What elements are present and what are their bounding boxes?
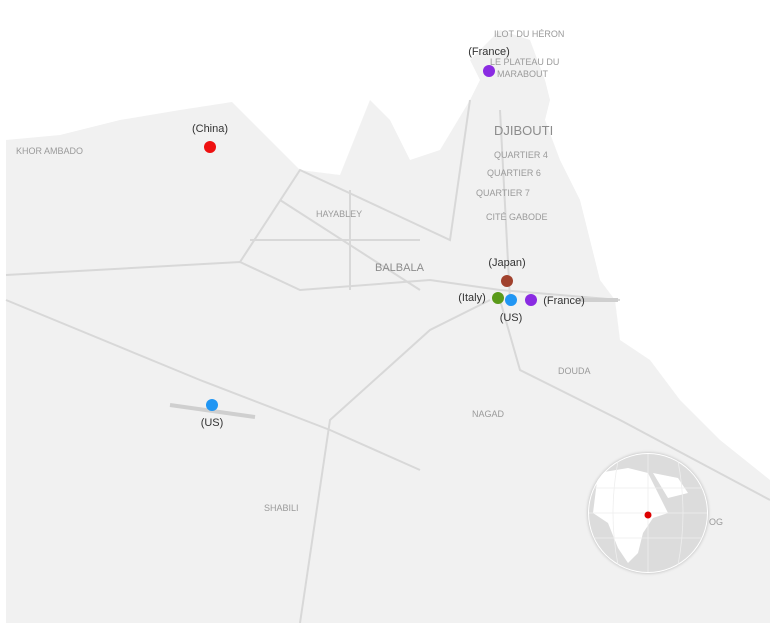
marker-us-city[interactable] <box>505 294 517 306</box>
marker-china[interactable] <box>204 141 216 153</box>
locator-globe <box>588 453 708 573</box>
place-marabout: MARABOUT <box>497 69 549 79</box>
place-shabili: SHABILI <box>264 503 299 513</box>
marker-france-south[interactable] <box>525 294 537 306</box>
place-balbala: BALBALA <box>375 262 424 274</box>
marker-france-north[interactable] <box>483 65 495 77</box>
place-hayabley: HAYABLEY <box>316 209 363 219</box>
marker-japan[interactable] <box>501 275 513 287</box>
place-djibouti: DJIBOUTI <box>494 123 554 138</box>
place-khor-ambado: KHOR AMBADO <box>16 146 84 156</box>
marker-label: (US) <box>200 417 224 429</box>
marker-italy[interactable] <box>492 292 504 304</box>
marker-label: (France) <box>543 295 585 307</box>
place-cite-gabode: CITÉ GABODE <box>486 212 548 222</box>
place-og: OG <box>709 517 724 527</box>
land-area <box>6 30 770 623</box>
globe-location-dot <box>644 511 652 519</box>
place-le-plateau: LE PLATEAU DU <box>490 57 560 67</box>
marker-label: (France) <box>468 46 510 58</box>
place-ilot-du-heron: ILOT DU HÉRON <box>494 29 565 39</box>
place-quartier-7: QUARTIER 7 <box>476 188 530 198</box>
place-nagad: NAGAD <box>472 409 505 419</box>
place-douda: DOUDA <box>558 366 591 376</box>
marker-label: (US) <box>499 312 523 324</box>
globe-land <box>593 468 688 563</box>
marker-us-west[interactable] <box>206 399 218 411</box>
place-quartier-6: QUARTIER 6 <box>487 168 541 178</box>
marker-label: (China) <box>191 123 229 135</box>
marker-label: (Japan) <box>488 257 526 269</box>
place-quartier-4: QUARTIER 4 <box>494 150 548 160</box>
marker-label: (Italy) <box>458 292 486 304</box>
